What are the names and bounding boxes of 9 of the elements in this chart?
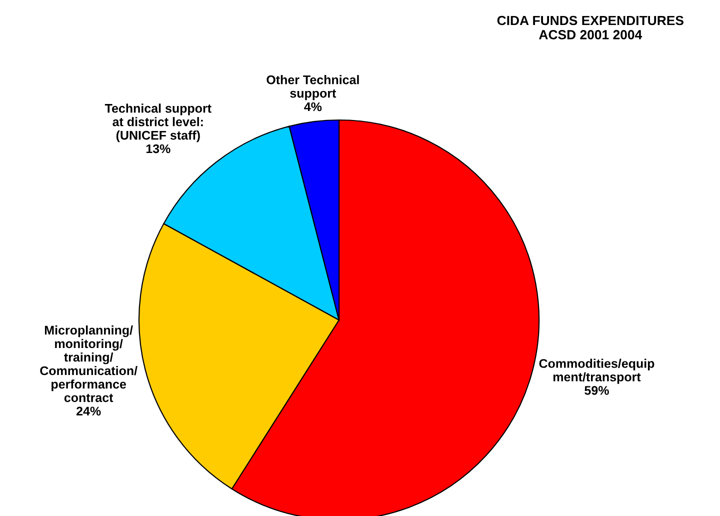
- slice-label: Commodities/equip ment/transport: [539, 358, 654, 384]
- data-label: 4%: [304, 102, 322, 112]
- slice-label: Microplanning/ monitoring/ training/ Communication/ performance contract: [40, 325, 138, 402]
- slice-label: Other Technical support: [266, 75, 359, 100]
- chart-title: CIDA FUNDS EXPENDITURES ACSD 2001 2004: [497, 16, 684, 40]
- data-label: 59%: [584, 386, 609, 395]
- data-label: 13%: [146, 144, 170, 154]
- slice-label: Technical support at district level: (UNICEF staff): [104, 104, 212, 142]
- data-label: 24%: [76, 406, 101, 416]
